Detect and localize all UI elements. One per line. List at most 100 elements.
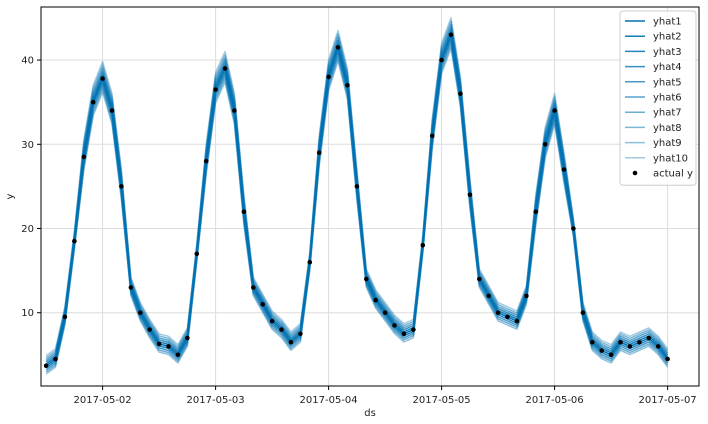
x-tick-label: 2017-05-02 bbox=[74, 395, 132, 406]
actual-point bbox=[354, 184, 360, 189]
actual-point bbox=[580, 310, 586, 316]
actual-point bbox=[382, 310, 388, 316]
legend-label: yhat2 bbox=[653, 32, 682, 43]
actual-point bbox=[477, 276, 482, 282]
legend-label: yhat4 bbox=[653, 62, 682, 73]
forecast-line-yhat10 bbox=[45, 17, 669, 357]
actual-point bbox=[392, 323, 397, 328]
actual-point bbox=[43, 363, 49, 369]
actual-points bbox=[43, 32, 670, 369]
legend-label: yhat6 bbox=[653, 93, 682, 104]
actual-point bbox=[138, 310, 143, 316]
x-tick-label: 2017-05-03 bbox=[187, 395, 245, 406]
actual-point bbox=[665, 356, 670, 362]
x-axis-label: ds bbox=[364, 408, 376, 419]
legend-label: yhat3 bbox=[653, 47, 682, 58]
actual-point bbox=[241, 209, 247, 214]
actual-point bbox=[524, 293, 529, 299]
legend-box bbox=[619, 10, 697, 186]
actual-point bbox=[637, 339, 642, 345]
actual-point bbox=[505, 314, 510, 320]
forecast-line-yhat8 bbox=[45, 20, 669, 359]
actual-point bbox=[194, 251, 200, 257]
actual-point bbox=[571, 226, 576, 231]
plot-frame bbox=[40, 6, 700, 387]
actual-point bbox=[147, 327, 152, 332]
actual-point bbox=[269, 318, 275, 324]
actual-point bbox=[533, 209, 539, 214]
legend-label: yhat7 bbox=[653, 108, 682, 119]
x-tick-label: 2017-05-04 bbox=[300, 395, 358, 406]
actual-point bbox=[599, 348, 604, 353]
y-tick-label: 40 bbox=[21, 56, 34, 67]
forecast-line-yhat9 bbox=[45, 47, 669, 375]
actual-point bbox=[514, 318, 520, 324]
actual-point bbox=[420, 243, 426, 248]
forecast-line-yhat7 bbox=[45, 44, 669, 373]
actual-point bbox=[53, 356, 58, 362]
y-tick-label: 10 bbox=[21, 308, 34, 319]
x-tick-label: 2017-05-05 bbox=[413, 395, 471, 406]
actual-point bbox=[646, 335, 652, 341]
actual-point bbox=[62, 314, 68, 320]
actual-point bbox=[279, 327, 284, 332]
actual-point bbox=[345, 83, 350, 88]
actual-point bbox=[213, 87, 218, 92]
actual-point bbox=[608, 352, 614, 358]
y-axis-label: y bbox=[5, 193, 16, 199]
actual-point bbox=[288, 339, 294, 345]
actual-point bbox=[364, 276, 369, 282]
actual-point bbox=[298, 331, 303, 337]
actual-point bbox=[307, 259, 313, 265]
actual-point bbox=[439, 57, 444, 63]
actual-point bbox=[561, 167, 567, 172]
actual-point bbox=[627, 344, 633, 349]
legend: yhat1 yhat2 yhat3 yhat4 yhat5 yhat6 yhat7 yhat8… bbox=[619, 10, 697, 186]
actual-point bbox=[326, 74, 331, 80]
actual-point bbox=[373, 297, 379, 303]
actual-point bbox=[495, 310, 501, 316]
actual-point bbox=[448, 32, 454, 38]
actual-point bbox=[411, 327, 416, 332]
legend-label: actual y bbox=[653, 169, 693, 180]
actual-point bbox=[486, 293, 492, 299]
legend-label: yhat9 bbox=[653, 138, 682, 149]
actual-point bbox=[467, 192, 473, 198]
actual-point bbox=[222, 66, 228, 71]
actual-point bbox=[316, 150, 322, 155]
actual-point bbox=[618, 339, 623, 345]
actual-point bbox=[90, 99, 96, 105]
actual-point bbox=[542, 142, 548, 147]
actual-point bbox=[590, 339, 595, 345]
x-tick-label: 2017-05-07 bbox=[639, 395, 697, 406]
legend-label: yhat8 bbox=[653, 123, 682, 134]
actual-point bbox=[156, 341, 162, 347]
legend-label: yhat10 bbox=[653, 153, 688, 164]
actual-point bbox=[655, 344, 661, 349]
y-tick-label: 30 bbox=[21, 140, 34, 151]
actual-point bbox=[429, 133, 435, 139]
actual-point bbox=[72, 238, 77, 244]
x-axis: 2017-05-02 2017-05-03 2017-05-04 2017-05-05… bbox=[74, 386, 697, 406]
actual-point bbox=[81, 154, 87, 160]
y-tick-label: 20 bbox=[21, 224, 34, 235]
actual-point bbox=[552, 108, 557, 113]
actual-point bbox=[175, 352, 181, 358]
actual-point bbox=[401, 331, 407, 337]
actual-point bbox=[128, 285, 134, 290]
actual-point bbox=[100, 76, 105, 81]
actual-point bbox=[335, 45, 341, 50]
legend-swatch bbox=[632, 170, 638, 176]
x-tick-label: 2017-05-06 bbox=[526, 395, 584, 406]
actual-point bbox=[203, 158, 209, 164]
actual-point bbox=[119, 184, 124, 189]
actual-point bbox=[458, 91, 463, 96]
legend-label: yhat1 bbox=[653, 17, 682, 28]
actual-point bbox=[109, 108, 115, 113]
legend-label: yhat5 bbox=[653, 77, 682, 88]
actual-point bbox=[251, 285, 256, 290]
actual-point bbox=[232, 108, 237, 113]
actual-point bbox=[260, 302, 266, 307]
